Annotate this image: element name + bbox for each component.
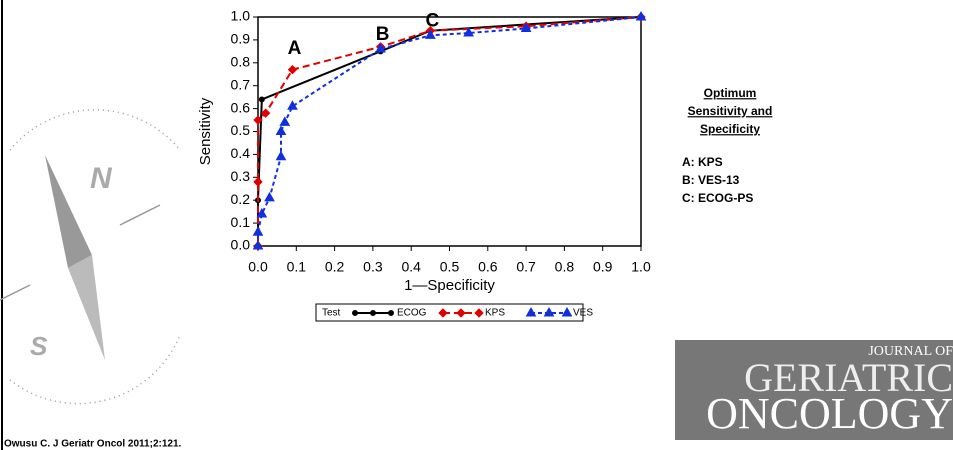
x-tick-label: 0.3 <box>363 259 383 275</box>
x-tick-label: 0.7 <box>516 259 536 275</box>
marker <box>543 306 555 317</box>
marker <box>520 22 532 32</box>
y-tick-label: 0.5 <box>231 122 251 138</box>
series-line <box>257 16 642 246</box>
y-tick-label: 0.8 <box>231 54 251 70</box>
side-item: B: VES-13 <box>682 173 740 187</box>
y-tick-label: 0.7 <box>231 76 251 92</box>
marker <box>424 29 436 39</box>
compass: N S <box>0 109 181 405</box>
logo-line: ONCOLOGY <box>706 389 953 438</box>
x-tick-label: 0.8 <box>555 259 575 275</box>
x-tick-label: 0.5 <box>440 259 460 275</box>
citation: Owusu C. J Geriatr Oncol 2011;2:121. <box>4 439 182 450</box>
y-tick-label: 0.6 <box>231 99 251 115</box>
logo-line: GERIATRIC <box>744 355 953 400</box>
marker <box>388 310 394 316</box>
marker <box>287 100 298 110</box>
marker <box>252 239 264 250</box>
side-note: Optimum Sensitivity and Specificity A: K… <box>682 86 772 205</box>
annotation: C <box>425 10 439 31</box>
y-tick-label: 0.0 <box>231 237 251 253</box>
legend-marker <box>352 310 358 316</box>
x-tick-label: 0.4 <box>401 259 421 275</box>
y-tick-label: 0.3 <box>231 168 251 184</box>
annotation: B <box>376 24 390 45</box>
plot-frame <box>257 16 642 247</box>
marker <box>635 10 647 21</box>
y-tick-label: 0.1 <box>231 214 251 230</box>
svg-text:N: N <box>90 162 113 195</box>
x-tick-label: 1.0 <box>631 259 651 275</box>
legend-title: Test <box>322 308 341 319</box>
y-tick-label: 0.2 <box>231 191 251 207</box>
x-tick-label: 0.6 <box>478 259 498 275</box>
side-heading: Sensitivity and <box>688 104 773 118</box>
y-tick-label: 0.4 <box>231 145 251 161</box>
marker <box>253 177 263 187</box>
marker <box>525 306 537 317</box>
y-axis-label: Sensitivity <box>197 97 214 165</box>
marker <box>256 207 268 218</box>
side-item: A: KPS <box>682 155 723 169</box>
logo-box <box>675 340 953 440</box>
marker <box>279 116 291 126</box>
x-tick-label: 0.2 <box>325 259 345 275</box>
legend-marker <box>438 308 448 318</box>
legend-marker <box>525 306 537 317</box>
marker <box>456 308 466 318</box>
legend-marker <box>370 310 376 316</box>
legend-label: VES <box>573 308 593 319</box>
marker <box>370 310 376 316</box>
marker <box>375 43 386 53</box>
logo-line: JOURNAL OF <box>868 344 953 359</box>
marker <box>287 64 298 75</box>
y-tick-label: 0.9 <box>231 31 251 47</box>
svg-text:S: S <box>30 331 48 361</box>
legend-marker <box>543 306 555 317</box>
marker <box>260 108 271 118</box>
legend-marker <box>561 306 573 317</box>
marker <box>264 191 275 202</box>
marker <box>275 125 287 135</box>
marker <box>253 115 263 125</box>
x-tick-label: 0.9 <box>593 259 613 275</box>
x-axis-label: 1—Specificity <box>404 277 495 294</box>
marker <box>561 306 573 317</box>
annotation: A <box>288 38 302 59</box>
legend-marker <box>456 308 466 318</box>
side-heading: Specificity <box>700 122 760 136</box>
marker <box>258 96 265 103</box>
marker <box>352 310 358 316</box>
marker <box>474 308 484 318</box>
legend-label: KPS <box>485 308 505 319</box>
legend-marker <box>388 310 394 316</box>
side-heading: Optimum <box>704 86 757 100</box>
legend-label: ECOG <box>397 308 427 319</box>
marker <box>275 150 287 161</box>
series-line <box>257 16 642 246</box>
x-tick-label: 0.1 <box>287 259 307 275</box>
y-tick-label: 1.0 <box>231 8 251 24</box>
side-item: C: ECOG-PS <box>682 191 753 205</box>
x-tick-label: 0.0 <box>248 259 268 275</box>
marker <box>438 308 448 318</box>
series-line <box>257 16 642 246</box>
marker <box>252 226 264 236</box>
legend-marker <box>474 308 484 318</box>
marker <box>463 27 475 37</box>
